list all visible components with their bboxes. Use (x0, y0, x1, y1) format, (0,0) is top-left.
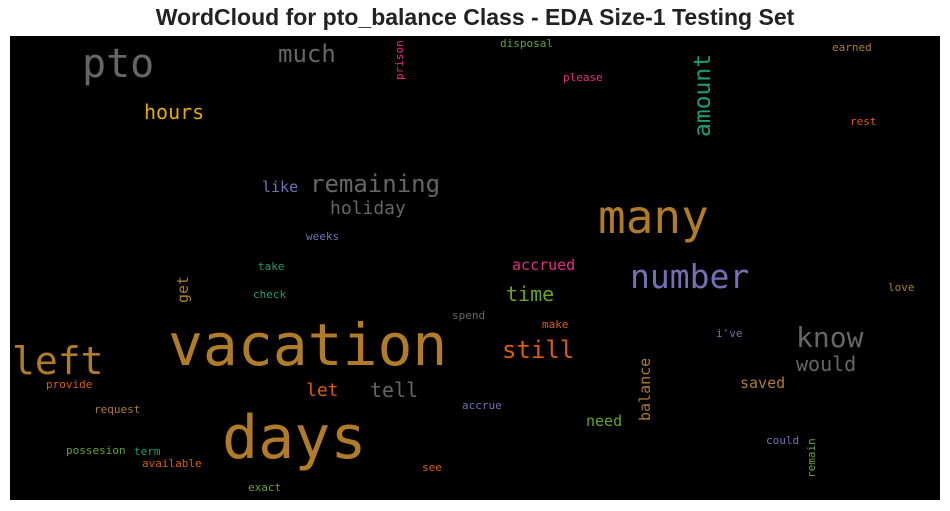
word-saved: saved (740, 374, 786, 392)
wordcloud-canvas: vacation days many left pto number know amount m… (10, 36, 940, 500)
word-please: please (563, 71, 603, 84)
word-still: still (502, 336, 575, 364)
word-accrue: accrue (462, 399, 502, 412)
word-vacation: vacation (168, 311, 448, 379)
word-make: make (542, 318, 569, 331)
word-amount: amount (690, 53, 716, 138)
word-tell: tell (370, 378, 419, 402)
word-check: check (253, 288, 287, 301)
word-take: take (258, 260, 285, 273)
word-many: many (598, 190, 709, 244)
word-term: term (134, 445, 161, 458)
word-could: could (766, 434, 800, 447)
word-exact: exact (248, 481, 282, 494)
word-disposal: disposal (500, 37, 553, 50)
word-prison: prison (393, 39, 406, 80)
word-much: much (278, 40, 336, 68)
word-accrued: accrued (512, 256, 576, 274)
word-balance: balance (636, 357, 654, 422)
word-weeks: weeks (306, 230, 340, 243)
word-remaining: remaining (310, 170, 441, 198)
chart-title: WordCloud for pto_balance Class - EDA Si… (155, 4, 795, 30)
word-need: need (586, 412, 623, 430)
word-available: available (142, 457, 202, 470)
word-possesion: possesion (66, 444, 126, 457)
word-love: love (888, 281, 915, 294)
word-earned: earned (832, 41, 872, 54)
word-pto: pto (82, 41, 155, 87)
word-get: get (174, 275, 192, 304)
word-remain: remain (805, 437, 818, 478)
word-holiday: holiday (330, 198, 406, 219)
word-know: know (796, 321, 864, 354)
word-would: would (796, 352, 857, 376)
word-hours: hours (144, 100, 205, 124)
word-spend: spend (452, 309, 486, 322)
word-provide: provide (46, 378, 93, 391)
word-rest: rest (850, 115, 877, 128)
word-time: time (506, 282, 555, 306)
word-left: left (12, 339, 104, 383)
word-let: let (306, 380, 339, 401)
word-like: like (262, 178, 299, 196)
word-number: number (630, 257, 750, 296)
word-days: days (222, 403, 367, 473)
word-request: request (94, 403, 141, 416)
word-see: see (422, 461, 442, 474)
word-i-ve: i've (716, 327, 743, 340)
